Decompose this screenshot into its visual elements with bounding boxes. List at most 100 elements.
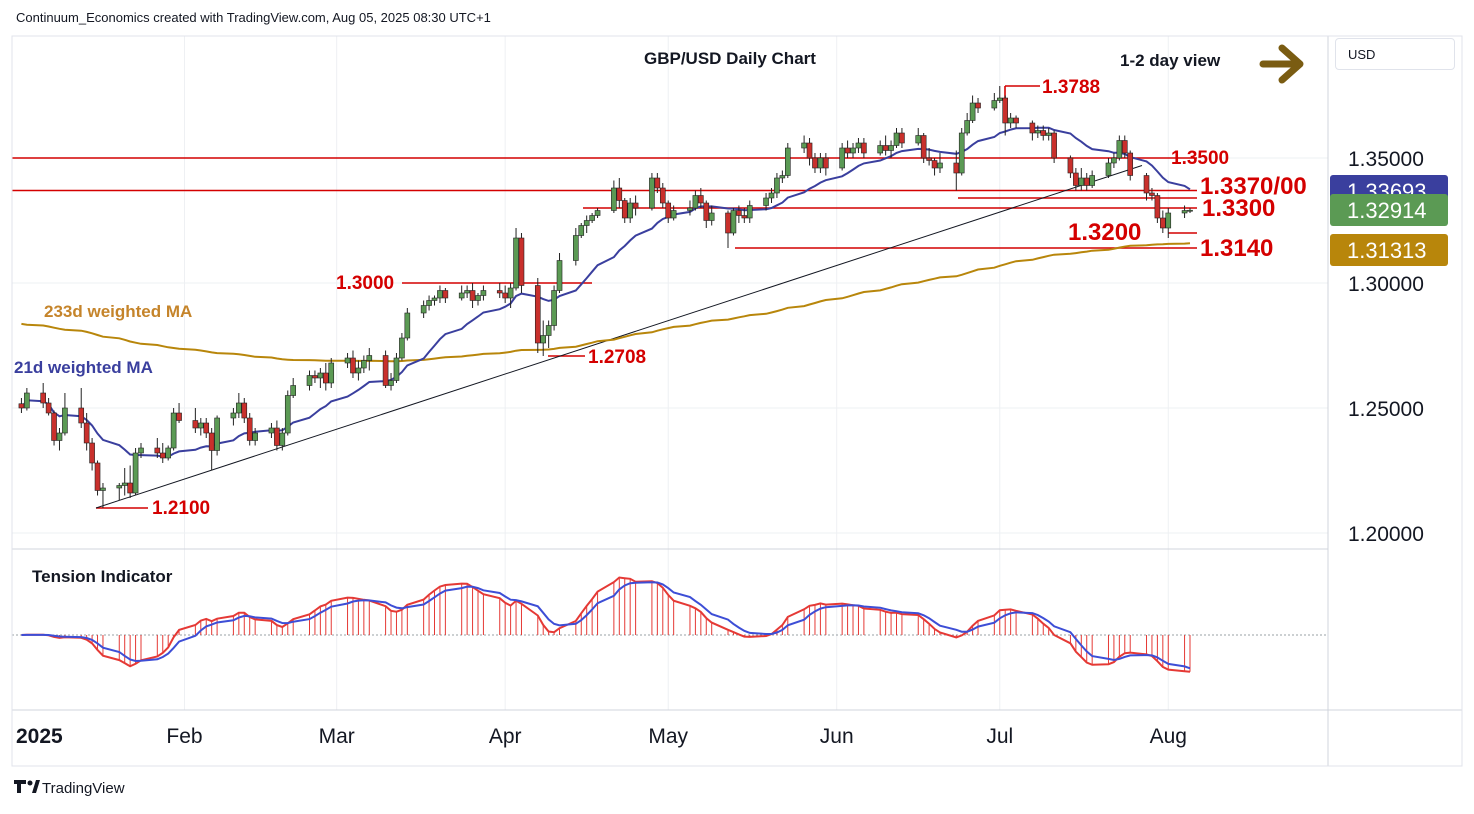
candle-body — [469, 290, 476, 301]
x-tick-label: Jul — [986, 725, 1013, 748]
candle-body — [779, 175, 786, 179]
ma233-label: 233d weighted MA — [44, 302, 192, 321]
candle-body — [621, 200, 628, 219]
candle-body — [991, 100, 998, 109]
candles — [18, 86, 1193, 508]
candle-body — [665, 202, 672, 219]
y-tick-label: 1.25000 — [1348, 398, 1424, 421]
candle-body — [578, 225, 585, 236]
level-label: 1.2708 — [588, 347, 646, 368]
candle-body — [703, 202, 710, 221]
candle-body — [170, 412, 177, 449]
candle-body — [1040, 130, 1047, 136]
candle-body — [236, 402, 242, 414]
candle-body — [502, 292, 508, 299]
candle-body — [306, 375, 313, 386]
y-tick-label: 1.20000 — [1348, 523, 1424, 546]
candle-body — [399, 337, 405, 359]
candle-body — [1045, 132, 1052, 136]
candle-body — [1116, 140, 1123, 159]
candle-body — [214, 417, 220, 451]
candle-body — [654, 177, 661, 189]
level-label: 1.3370/00 — [1200, 173, 1307, 200]
currency-selector[interactable]: USD — [1335, 38, 1455, 70]
candle-body — [1154, 195, 1161, 219]
candle-body — [806, 142, 813, 159]
candle-body — [507, 287, 514, 299]
candle-body — [649, 177, 655, 209]
candle-body — [969, 102, 976, 121]
level-label: 1.3788 — [1042, 77, 1100, 98]
candle-body — [290, 385, 296, 396]
candle-body — [975, 102, 981, 109]
candle-body — [284, 395, 291, 434]
candle-body — [545, 325, 552, 336]
candle-body — [138, 447, 144, 454]
candle-body — [203, 422, 210, 434]
moving-averages — [20, 126, 1191, 458]
candle-body — [893, 132, 900, 146]
candle-body — [480, 290, 487, 296]
candle-body — [100, 487, 106, 491]
candle-body — [964, 120, 970, 134]
candle-body — [698, 195, 704, 204]
candle-body — [850, 147, 856, 154]
candle-body — [551, 290, 557, 326]
candle-body — [915, 135, 922, 144]
indicator-title: Tension Indicator — [32, 567, 173, 586]
candle-body — [855, 142, 862, 149]
x-tick-label: Aug — [1150, 725, 1187, 748]
candle-body — [513, 237, 519, 289]
tension-indicator — [12, 576, 1328, 673]
candle-body — [496, 290, 503, 294]
candle-body — [366, 355, 373, 361]
candle-body — [937, 162, 943, 169]
candle-body — [659, 187, 666, 204]
candle-body — [768, 192, 775, 199]
x-tick-label: Feb — [166, 725, 202, 748]
x-tick-label: Mar — [319, 725, 355, 748]
candle-body — [431, 297, 438, 301]
candle-body — [312, 375, 318, 379]
candle-body — [627, 202, 633, 219]
candle-body — [953, 162, 960, 174]
candle-body — [1165, 212, 1172, 229]
candle-body — [540, 335, 547, 344]
candle-body — [197, 422, 204, 429]
candle-body — [1127, 152, 1134, 176]
tension-signal-line — [21, 581, 1191, 670]
candle-body — [1007, 117, 1014, 124]
candle-body — [746, 205, 753, 219]
candle-body — [56, 432, 63, 441]
candle-body — [632, 202, 639, 209]
candle-body — [328, 362, 335, 384]
candle-body — [420, 305, 427, 314]
candle-body — [1067, 157, 1074, 174]
arrow-right-icon — [1259, 44, 1304, 84]
candle-body — [1013, 117, 1019, 124]
y-tick-label: 1.35000 — [1348, 148, 1424, 171]
level-label: 1.2100 — [152, 498, 210, 519]
horizontal-levels — [12, 85, 1197, 509]
candle-body — [926, 157, 932, 161]
candle-body — [839, 147, 845, 169]
candle-body — [393, 357, 400, 381]
candle-body — [1051, 132, 1057, 159]
candle-body — [670, 210, 677, 219]
candle-body — [583, 220, 590, 226]
candle-body — [45, 402, 52, 414]
candle-body — [1111, 157, 1117, 164]
level-label: 1.3200 — [1068, 219, 1141, 246]
candle-body — [344, 357, 351, 364]
candle-body — [274, 427, 280, 446]
candle-body — [458, 292, 465, 299]
level-label: 1.3300 — [1202, 195, 1275, 222]
candle-body — [40, 392, 46, 404]
attribution-text: Continuum_Economics created with Trading… — [16, 10, 491, 25]
candle-body — [1035, 130, 1041, 134]
candle-body — [252, 432, 258, 441]
candle-body — [388, 380, 394, 386]
candle-body — [51, 412, 57, 441]
candle-body — [958, 132, 965, 174]
